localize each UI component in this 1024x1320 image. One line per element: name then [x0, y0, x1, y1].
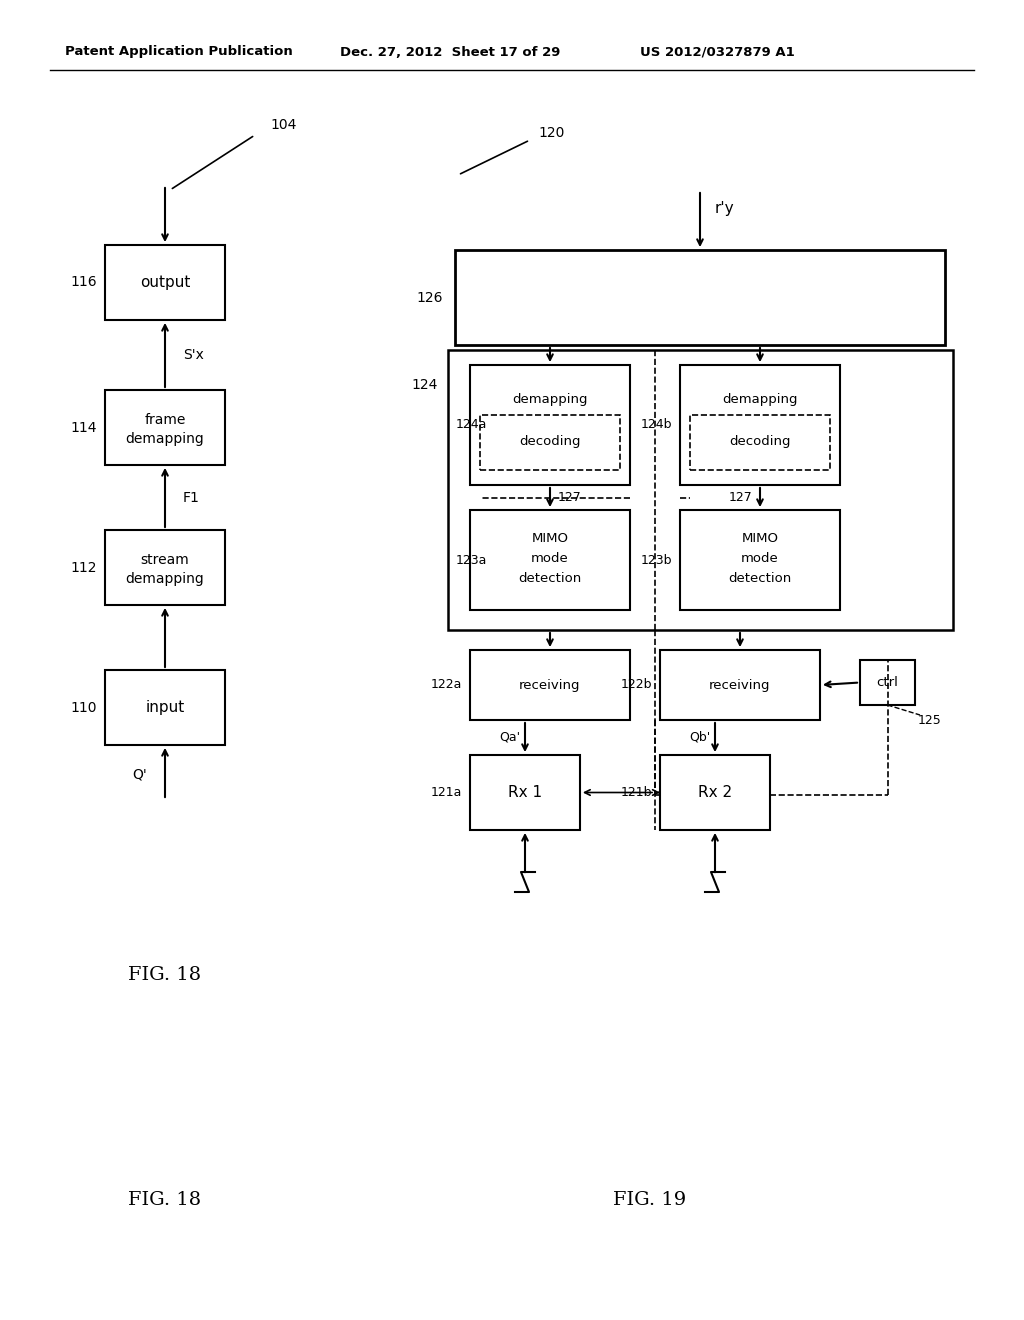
Text: 127: 127: [558, 491, 582, 504]
Text: 104: 104: [270, 117, 296, 132]
Text: 124: 124: [412, 378, 438, 392]
Bar: [455, 249, 945, 345]
Text: decoding: decoding: [729, 436, 791, 449]
Text: r'y: r'y: [715, 201, 734, 215]
Text: 125: 125: [918, 714, 942, 726]
Bar: [660, 649, 820, 719]
Text: receiving: receiving: [519, 678, 581, 692]
Text: 127: 127: [728, 491, 752, 504]
Text: 121b: 121b: [621, 785, 652, 799]
Text: FIG. 19: FIG. 19: [613, 1191, 687, 1209]
Text: receiving: receiving: [710, 678, 771, 692]
Text: output: output: [140, 275, 190, 290]
Text: 122b: 122b: [621, 678, 652, 692]
Text: Qb': Qb': [689, 731, 710, 744]
Text: detection: detection: [728, 572, 792, 585]
Bar: [470, 649, 630, 719]
Text: 123a: 123a: [456, 553, 487, 566]
Text: detection: detection: [518, 572, 582, 585]
Bar: [470, 510, 630, 610]
Text: Patent Application Publication: Patent Application Publication: [65, 45, 293, 58]
Text: 124a: 124a: [456, 418, 487, 432]
Bar: [105, 671, 225, 744]
Text: 112: 112: [71, 561, 97, 574]
Text: 120: 120: [538, 125, 564, 140]
Text: US 2012/0327879 A1: US 2012/0327879 A1: [640, 45, 795, 58]
Text: S'x: S'x: [183, 348, 204, 362]
Text: stream: stream: [140, 553, 189, 566]
Bar: [480, 414, 620, 470]
Bar: [680, 510, 840, 610]
Text: 122a: 122a: [431, 678, 462, 692]
Text: MIMO: MIMO: [531, 532, 568, 544]
Text: Rx 2: Rx 2: [698, 785, 732, 800]
Text: demapping: demapping: [722, 393, 798, 407]
Text: 121a: 121a: [431, 785, 462, 799]
Text: Qa': Qa': [499, 731, 520, 744]
Text: demapping: demapping: [126, 573, 205, 586]
Bar: [470, 755, 580, 830]
Bar: [449, 350, 953, 630]
Text: input: input: [145, 700, 184, 715]
Bar: [105, 246, 225, 319]
Text: F1: F1: [183, 491, 200, 504]
Text: 123b: 123b: [640, 553, 672, 566]
Text: FIG. 18: FIG. 18: [128, 1191, 202, 1209]
Text: mode: mode: [741, 552, 779, 565]
Text: frame: frame: [144, 412, 185, 426]
Text: 114: 114: [71, 421, 97, 434]
Text: demapping: demapping: [512, 393, 588, 407]
Bar: [860, 660, 915, 705]
Bar: [690, 414, 830, 470]
Text: Q': Q': [132, 768, 147, 781]
Text: demapping: demapping: [126, 433, 205, 446]
Text: 116: 116: [71, 276, 97, 289]
Bar: [680, 366, 840, 484]
Text: mode: mode: [531, 552, 569, 565]
Text: decoding: decoding: [519, 436, 581, 449]
Bar: [470, 366, 630, 484]
Bar: [105, 531, 225, 605]
Bar: [660, 755, 770, 830]
Text: 110: 110: [71, 701, 97, 714]
Text: ctrl: ctrl: [877, 676, 898, 689]
Text: 124b: 124b: [640, 418, 672, 432]
Text: Dec. 27, 2012  Sheet 17 of 29: Dec. 27, 2012 Sheet 17 of 29: [340, 45, 560, 58]
Text: 126: 126: [417, 290, 443, 305]
Bar: [105, 389, 225, 465]
Text: Rx 1: Rx 1: [508, 785, 542, 800]
Text: FIG. 18: FIG. 18: [128, 966, 202, 983]
Text: MIMO: MIMO: [741, 532, 778, 544]
